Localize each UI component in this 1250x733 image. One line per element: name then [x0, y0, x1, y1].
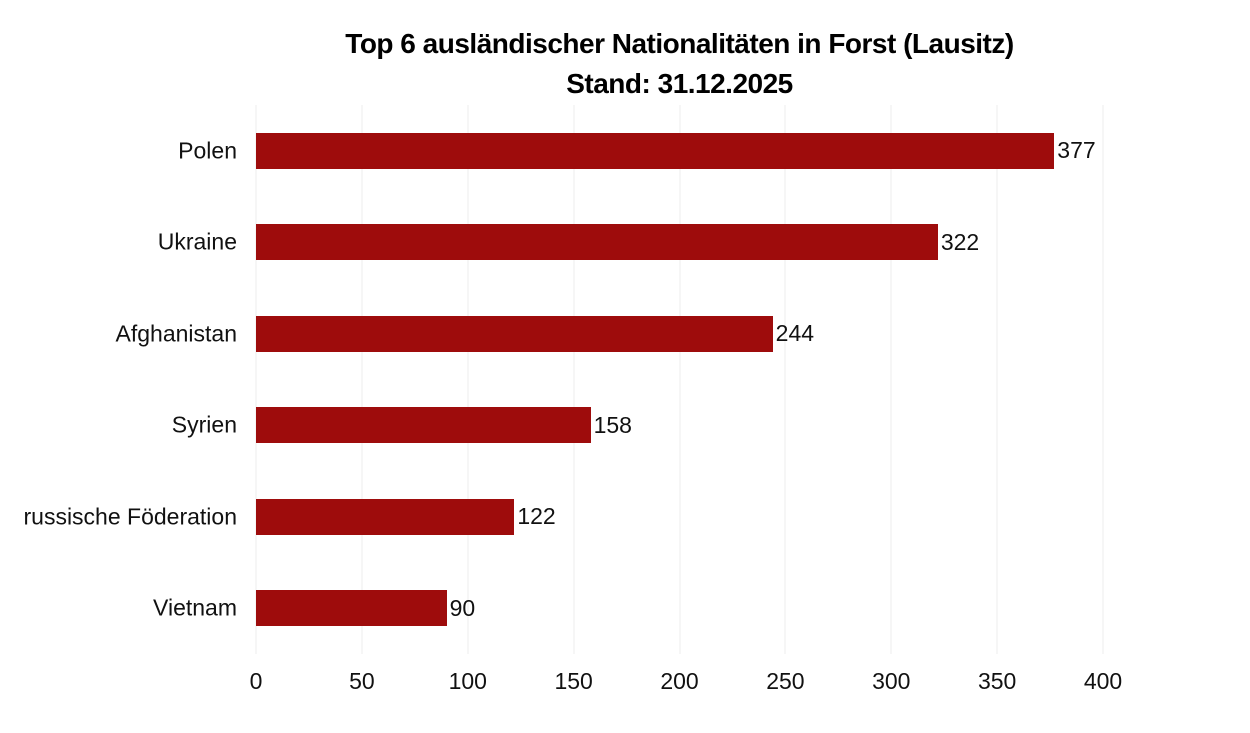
gridline: [784, 105, 786, 654]
bar: [256, 590, 447, 627]
bar-row: Ukraine 322: [0, 197, 1250, 289]
bar-track: 158: [256, 407, 1103, 444]
bar: [256, 132, 1055, 169]
bar-value-label: 322: [940, 228, 980, 255]
x-tick-label: 200: [660, 668, 699, 694]
bar-track: 244: [256, 315, 1103, 352]
bar: [256, 498, 515, 535]
gridline: [361, 105, 363, 654]
bar-value-label: 90: [449, 594, 476, 621]
bar-row: Polen 377: [0, 105, 1250, 197]
x-tick-label: 50: [349, 668, 375, 694]
bar-track: 377: [256, 132, 1103, 169]
bar-row: russische Föderation 122: [0, 471, 1250, 563]
x-tick-label: 300: [872, 668, 911, 694]
x-tick-label: 400: [1083, 668, 1123, 694]
bar-track: 90: [256, 590, 1103, 627]
bar-row: Vietnam 90: [0, 563, 1250, 655]
bar-track: 122: [256, 498, 1103, 535]
bar-rows: Polen 377 Ukraine 322 Afghanistan 244 Syrien 15…: [0, 105, 1250, 654]
x-axis: 0 50 100 150 200 250 300 350 400: [250, 668, 1123, 698]
gridlines-layer: [255, 105, 1104, 654]
gridline: [467, 105, 469, 654]
bar: [256, 315, 773, 352]
bar-value-label: 377: [1057, 137, 1096, 164]
bar-row: Afghanistan 244: [0, 288, 1250, 380]
gridline: [890, 105, 892, 654]
chart-subtitle: Stand: 31.12.2025: [566, 68, 793, 99]
category-label: Polen: [178, 137, 237, 164]
category-label: Vietnam: [153, 594, 237, 621]
x-tick-label: 100: [448, 668, 487, 694]
x-tick-label: 0: [249, 668, 263, 694]
x-tick-label: 350: [977, 668, 1017, 694]
bar-track: 322: [256, 224, 1103, 261]
bar: [256, 224, 938, 261]
gridline: [996, 105, 998, 654]
gridline: [679, 105, 680, 654]
bar-value-label: 122: [517, 503, 556, 530]
bar: [256, 407, 591, 444]
x-tick-label: 250: [766, 668, 805, 694]
gridline: [573, 105, 575, 654]
category-label: russische Föderation: [23, 503, 238, 530]
bar-value-label: 244: [775, 320, 815, 347]
category-label: Syrien: [171, 411, 237, 438]
bar-row: Syrien 158: [0, 380, 1250, 472]
category-label: Ukraine: [157, 228, 237, 255]
gridline: [255, 105, 257, 654]
gridline: [1102, 105, 1104, 654]
category-label: Afghanistan: [115, 320, 237, 347]
bar-value-label: 158: [593, 411, 632, 438]
chart-title: Top 6 ausländischer Nationalitäten in Fo…: [345, 28, 1014, 59]
x-tick-label: 150: [554, 668, 593, 694]
